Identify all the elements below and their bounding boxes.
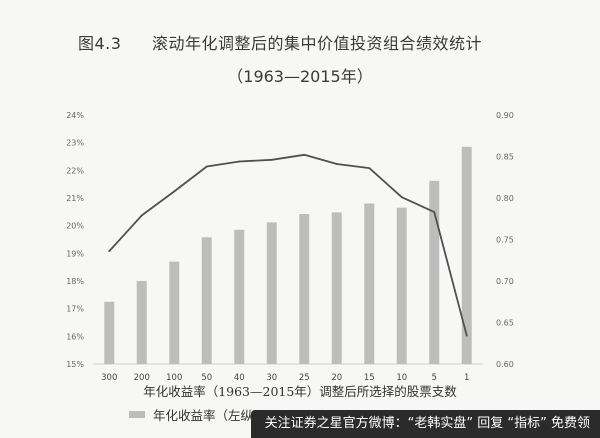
bar (201, 237, 212, 364)
bar (104, 301, 115, 364)
y-right-tick-label: 0.90 (496, 111, 514, 120)
y-left-tick-label: 20% (66, 222, 84, 231)
line-point (400, 196, 403, 199)
y-right-tick-label: 0.80 (496, 194, 514, 203)
watermark-banner: 关注证券之星官方微博：“老韩实盘” 回复 “指标” 免费领 (250, 410, 600, 438)
bar (266, 222, 277, 364)
bar (136, 281, 147, 364)
line-series (108, 153, 468, 337)
x-tick-label: 10 (396, 373, 407, 383)
y-right-tick-label: 0.75 (496, 236, 514, 245)
bar (169, 261, 180, 364)
line-point (368, 167, 371, 170)
x-tick-label: 100 (166, 373, 182, 383)
y-left-tick-label: 16% (66, 332, 84, 341)
y-left-tick-label: 22% (66, 166, 84, 175)
bar (299, 214, 310, 364)
line-point (270, 158, 273, 161)
y-left-tick-label: 23% (66, 139, 84, 148)
chart-title-text: 滚动年化调整后的集中价值投资组合绩效统计 (152, 34, 483, 53)
chart-subtitle: （1963—2015年） (227, 67, 373, 86)
y-right-tick-label: 0.70 (496, 277, 514, 286)
y-right-tick-label: 0.85 (496, 153, 514, 162)
bar (234, 229, 245, 364)
line-point (173, 190, 176, 193)
bar (461, 146, 472, 364)
legend: 年化收益率（左纵 (129, 405, 253, 424)
y-left-tick-label: 24% (66, 111, 84, 120)
x-tick-label: 40 (234, 373, 245, 383)
line-point (140, 214, 143, 217)
y-left-tick-label: 18% (66, 277, 84, 286)
line-point (465, 334, 468, 337)
bar (429, 180, 440, 364)
x-tick-label: 1 (464, 373, 469, 383)
x-tick-label: 200 (134, 373, 150, 383)
x-axis-label: 年化收益率（1963—2015年）调整后所选择的股票支数 (143, 384, 457, 399)
y-left-tick-label: 17% (66, 305, 84, 314)
line-point (335, 163, 338, 165)
line-point (205, 165, 208, 168)
x-tick-label: 30 (266, 373, 277, 383)
x-tick-label: 50 (201, 373, 212, 383)
y-left-tick-label: 21% (66, 194, 84, 203)
x-tick-label: 300 (101, 373, 117, 383)
y-left-tick-label: 15% (66, 360, 84, 369)
line-point (238, 160, 241, 163)
legend-swatch-bar (129, 411, 145, 418)
x-tick-label: 5 (432, 373, 437, 383)
y-left-tick-label: 19% (66, 249, 84, 258)
bar (396, 207, 407, 364)
x-tick-label: 25 (299, 373, 310, 383)
bar (364, 203, 375, 364)
y-right-tick-label: 0.60 (496, 360, 514, 369)
line-point (303, 153, 306, 156)
x-tick-label: 15 (364, 373, 375, 383)
line-point (108, 250, 111, 253)
bar (331, 212, 342, 364)
y-right-tick-label: 0.65 (496, 319, 514, 328)
legend-label-bar: 年化收益率（左纵 (153, 408, 254, 423)
x-tick-label: 20 (331, 373, 342, 383)
figure-number: 图4.3 (78, 34, 122, 53)
line-point (433, 211, 436, 214)
